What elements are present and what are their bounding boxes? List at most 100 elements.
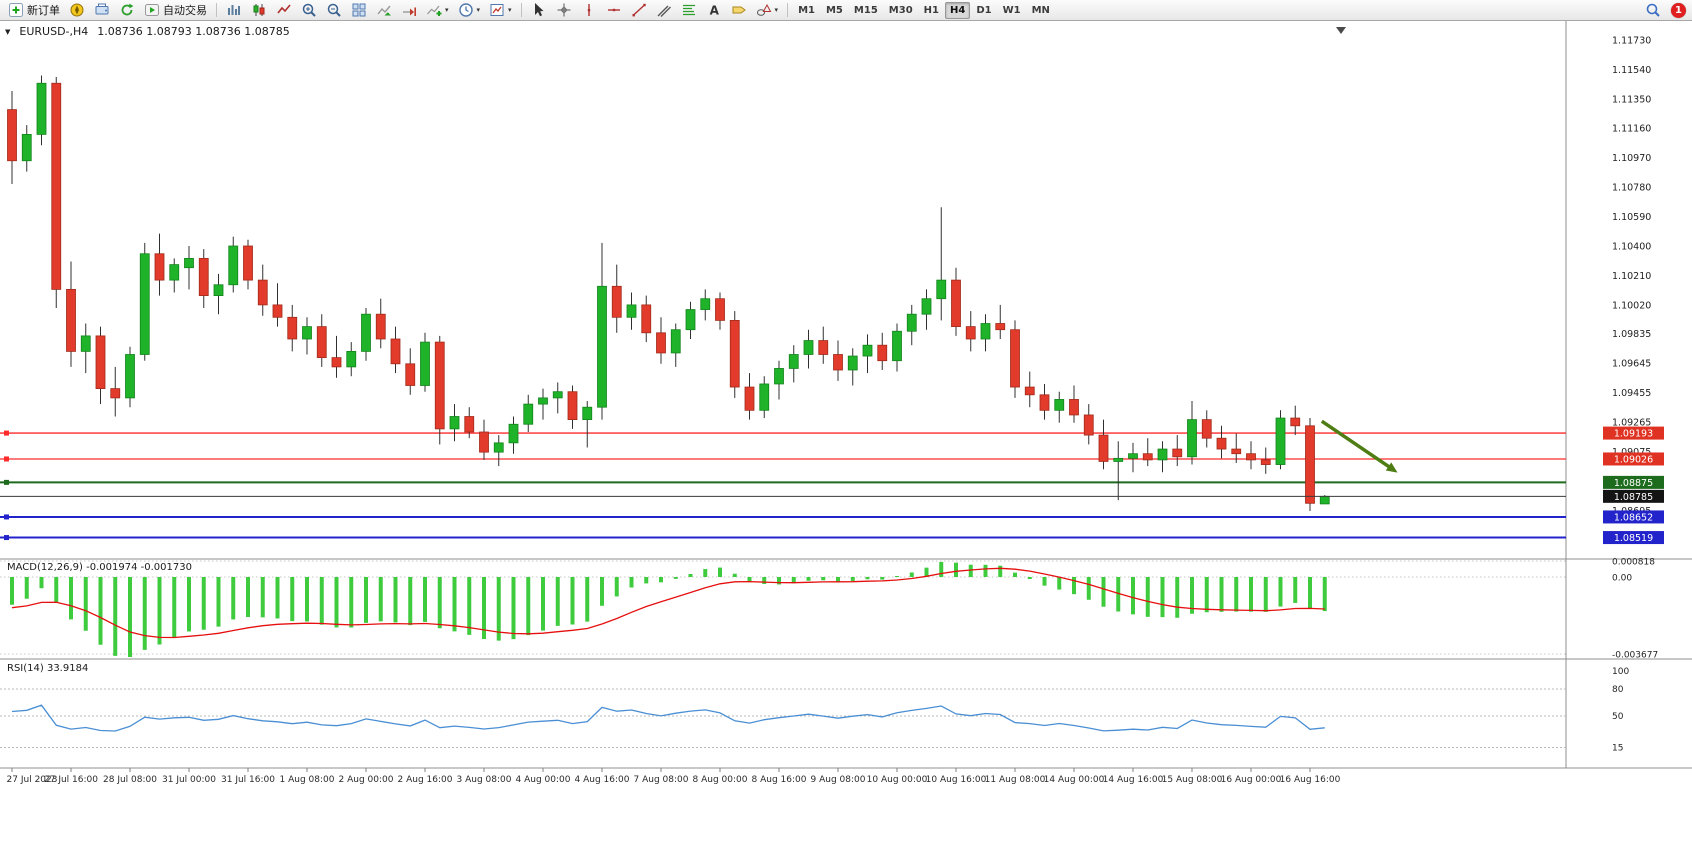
zoom-out-icon <box>326 2 342 18</box>
timeframe-button-mn[interactable]: MN <box>1031 4 1050 16</box>
svg-text:1.10590: 1.10590 <box>1612 212 1651 223</box>
rsi-panel: 100 80 50 15 <box>0 667 1629 754</box>
rsi-legend: RSI(14) 33.9184 <box>7 663 89 674</box>
compass-icon <box>69 2 85 18</box>
chart-menu-triangle[interactable]: ▼ <box>5 27 11 36</box>
shapes-button[interactable]: ▾ <box>752 1 783 19</box>
current-price-tag: 1.08785 <box>1603 489 1664 503</box>
search-icon <box>1645 2 1661 18</box>
trendline-icon <box>631 2 647 18</box>
refresh-button[interactable] <box>115 1 139 19</box>
svg-text:1.09835: 1.09835 <box>1612 329 1651 340</box>
trendline-button[interactable] <box>627 1 651 19</box>
horizontal-line-1.09026[interactable] <box>0 456 1566 462</box>
horizontal-line-button[interactable] <box>602 1 626 19</box>
svg-text:7 Aug 08:00: 7 Aug 08:00 <box>634 775 689 785</box>
price-tag-1.09026: 1.09026 <box>1603 452 1664 466</box>
auto-scroll-button[interactable] <box>372 1 396 19</box>
price-axis[interactable]: 1.11730 1.11540 1.11350 1.11160 1.10970 1.107… <box>1612 35 1651 516</box>
tile-windows-button[interactable] <box>347 1 371 19</box>
svg-text:8 Aug 16:00: 8 Aug 16:00 <box>752 775 807 785</box>
svg-text:1.10210: 1.10210 <box>1612 271 1651 282</box>
autotrading-icon <box>144 2 160 18</box>
compass-button[interactable] <box>65 1 89 19</box>
svg-text:1.08875: 1.08875 <box>1614 478 1653 489</box>
svg-text:10 Aug 00:00: 10 Aug 00:00 <box>867 775 928 785</box>
refresh-icon <box>119 2 135 18</box>
cursor-button[interactable] <box>527 1 551 19</box>
svg-text:4 Aug 00:00: 4 Aug 00:00 <box>516 775 571 785</box>
chevron-down-icon: ▾ <box>774 5 779 14</box>
vertical-line-icon <box>581 2 597 18</box>
svg-text:0.000818: 0.000818 <box>1612 558 1655 568</box>
horizontal-line-1.08652[interactable] <box>0 514 1566 520</box>
chart-shift-icon <box>401 2 417 18</box>
periods-button[interactable]: ▾ <box>454 1 485 19</box>
crosshair-button[interactable] <box>552 1 576 19</box>
channel-button[interactable] <box>652 1 676 19</box>
price-tag-1.09193: 1.09193 <box>1603 426 1664 440</box>
svg-text:28 Jul 08:00: 28 Jul 08:00 <box>103 775 157 785</box>
timeframe-button-h1[interactable]: H1 <box>923 4 939 16</box>
svg-text:16 Aug 00:00: 16 Aug 00:00 <box>1221 775 1282 785</box>
svg-text:50: 50 <box>1612 712 1624 722</box>
market-button[interactable] <box>90 1 114 19</box>
vertical-line-button[interactable] <box>577 1 601 19</box>
svg-text:1.10020: 1.10020 <box>1612 300 1651 311</box>
timeframe-button-h4[interactable]: H4 <box>944 1 971 19</box>
fibonacci-icon <box>681 2 697 18</box>
label-button[interactable] <box>727 1 751 19</box>
crosshair-icon <box>556 2 572 18</box>
fibonacci-button[interactable] <box>677 1 701 19</box>
candlestick-chart-button[interactable] <box>247 1 271 19</box>
toolbar-separator <box>787 3 789 17</box>
chart-shift-marker[interactable] <box>1336 27 1346 34</box>
price-tag-1.08652: 1.08652 <box>1603 510 1664 524</box>
autotrading-button[interactable]: 自动交易 <box>140 1 211 19</box>
chevron-down-icon: ▾ <box>508 5 512 14</box>
svg-text:80: 80 <box>1612 685 1624 695</box>
text-button[interactable]: A <box>702 1 726 19</box>
svg-text:1.09075: 1.09075 <box>1612 447 1651 458</box>
svg-text:1.09193: 1.09193 <box>1614 429 1653 440</box>
svg-text:A: A <box>709 4 719 18</box>
svg-text:1.08652: 1.08652 <box>1614 512 1653 523</box>
timeframe-button-m5[interactable]: M5 <box>825 4 843 16</box>
tile-windows-icon <box>351 2 367 18</box>
market-icon <box>94 2 110 18</box>
timeframe-button-m1[interactable]: M1 <box>798 4 815 16</box>
toolbar-separator <box>520 3 522 17</box>
arrow-annotation[interactable] <box>1320 419 1398 473</box>
notification-badge[interactable]: 1 <box>1671 2 1686 18</box>
horizontal-line-1.09193[interactable] <box>0 430 1566 436</box>
horizontal-line-1.08519[interactable] <box>0 535 1566 541</box>
timeframe-button-m30[interactable]: M30 <box>888 4 913 16</box>
horizontal-line-icon <box>606 2 622 18</box>
svg-text:31 Jul 16:00: 31 Jul 16:00 <box>221 775 275 785</box>
timeframe-button-w1[interactable]: W1 <box>1002 4 1021 16</box>
search-button[interactable] <box>1641 1 1665 19</box>
new-order-icon <box>8 2 24 18</box>
svg-text:15: 15 <box>1612 744 1623 754</box>
zoom-out-button[interactable] <box>322 1 346 19</box>
chart-canvas[interactable]: 1.11730 1.11540 1.11350 1.11160 1.10970 1.107… <box>0 21 1692 852</box>
line-chart-button[interactable] <box>272 1 296 19</box>
timeframe-button-d1[interactable]: D1 <box>976 4 992 16</box>
new-order-button[interactable]: 新订单 <box>4 1 64 19</box>
svg-text:1.08519: 1.08519 <box>1614 533 1653 544</box>
templates-button[interactable]: ▾ <box>485 1 516 19</box>
toolbar-right-group: 1 <box>1641 1 1688 19</box>
svg-text:31 Jul 00:00: 31 Jul 00:00 <box>162 775 216 785</box>
chart-legend: ▼ EURUSD-,H4 1.08736 1.08793 1.08736 1.0… <box>5 25 290 38</box>
chart-shift-button[interactable] <box>397 1 421 19</box>
horizontal-line-1.08875[interactable] <box>0 479 1566 485</box>
svg-text:2 Aug 16:00: 2 Aug 16:00 <box>398 775 453 785</box>
timeframe-button-m15[interactable]: M15 <box>853 4 878 16</box>
svg-text:1.08785: 1.08785 <box>1614 492 1653 503</box>
svg-text:27 Jul 16:00: 27 Jul 16:00 <box>44 775 98 785</box>
indicators-button[interactable]: ▾ <box>422 1 453 19</box>
bar-chart-button[interactable] <box>222 1 246 19</box>
add-indicator-icon <box>426 2 442 18</box>
zoom-in-button[interactable] <box>297 1 321 19</box>
